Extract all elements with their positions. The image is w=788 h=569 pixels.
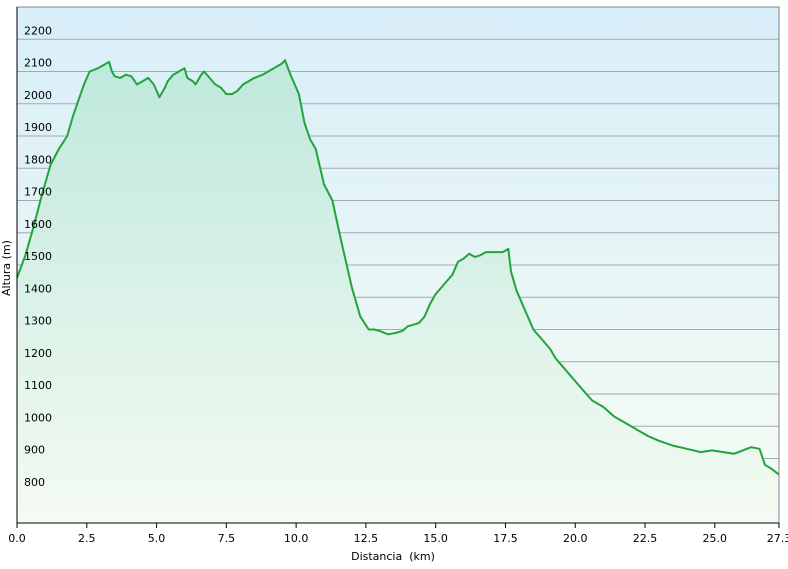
y-tick-label: 1900: [24, 121, 52, 134]
x-tick-label: 20.0: [563, 532, 588, 545]
y-tick-label: 2200: [24, 24, 52, 37]
y-tick-label: 2100: [24, 57, 52, 70]
x-tick-label: 15.0: [423, 532, 448, 545]
y-axis-title: Altura (m): [0, 240, 13, 296]
y-tick-label: 800: [24, 476, 45, 489]
x-tick-label: 5.0: [148, 532, 166, 545]
y-tick-label: 900: [24, 444, 45, 457]
y-tick-labels: 800 900 1000 1100 1200 1300 1400 1500 1600 1700 18…: [24, 24, 52, 489]
y-tick-label: 1000: [24, 411, 52, 424]
y-tick-label: 1500: [24, 250, 52, 263]
x-tick-label: 25.0: [703, 532, 728, 545]
x-tick-label: 0.0: [8, 532, 26, 545]
x-tick-label: 7.5: [218, 532, 236, 545]
x-axis-title: Distancia (km): [351, 550, 435, 563]
y-tick-label: 2000: [24, 89, 52, 102]
y-tick-label: 1200: [24, 347, 52, 360]
y-tick-label: 1100: [24, 379, 52, 392]
elevation-series-line: [16, 59, 780, 476]
x-tick-labels: 0.0 2.5 5.0 7.5 10.0 12.5 15.0 17.5 20.0 22.5 25.0…: [8, 523, 788, 545]
y-tick-label: 1400: [24, 282, 52, 295]
x-tick-label: 12.5: [354, 532, 379, 545]
x-tick-label: 17.5: [493, 532, 518, 545]
x-tick-label: 2.5: [78, 532, 96, 545]
x-tick-label: 10.0: [284, 532, 309, 545]
y-tick-label: 1600: [24, 218, 52, 231]
y-tick-label: 1700: [24, 186, 52, 199]
y-tick-label: 1300: [24, 315, 52, 328]
x-tick-label: 22.5: [633, 532, 658, 545]
x-tick-label: 27.3: [767, 532, 788, 545]
elevation-area: [17, 60, 779, 523]
y-tick-label: 1800: [24, 153, 52, 166]
